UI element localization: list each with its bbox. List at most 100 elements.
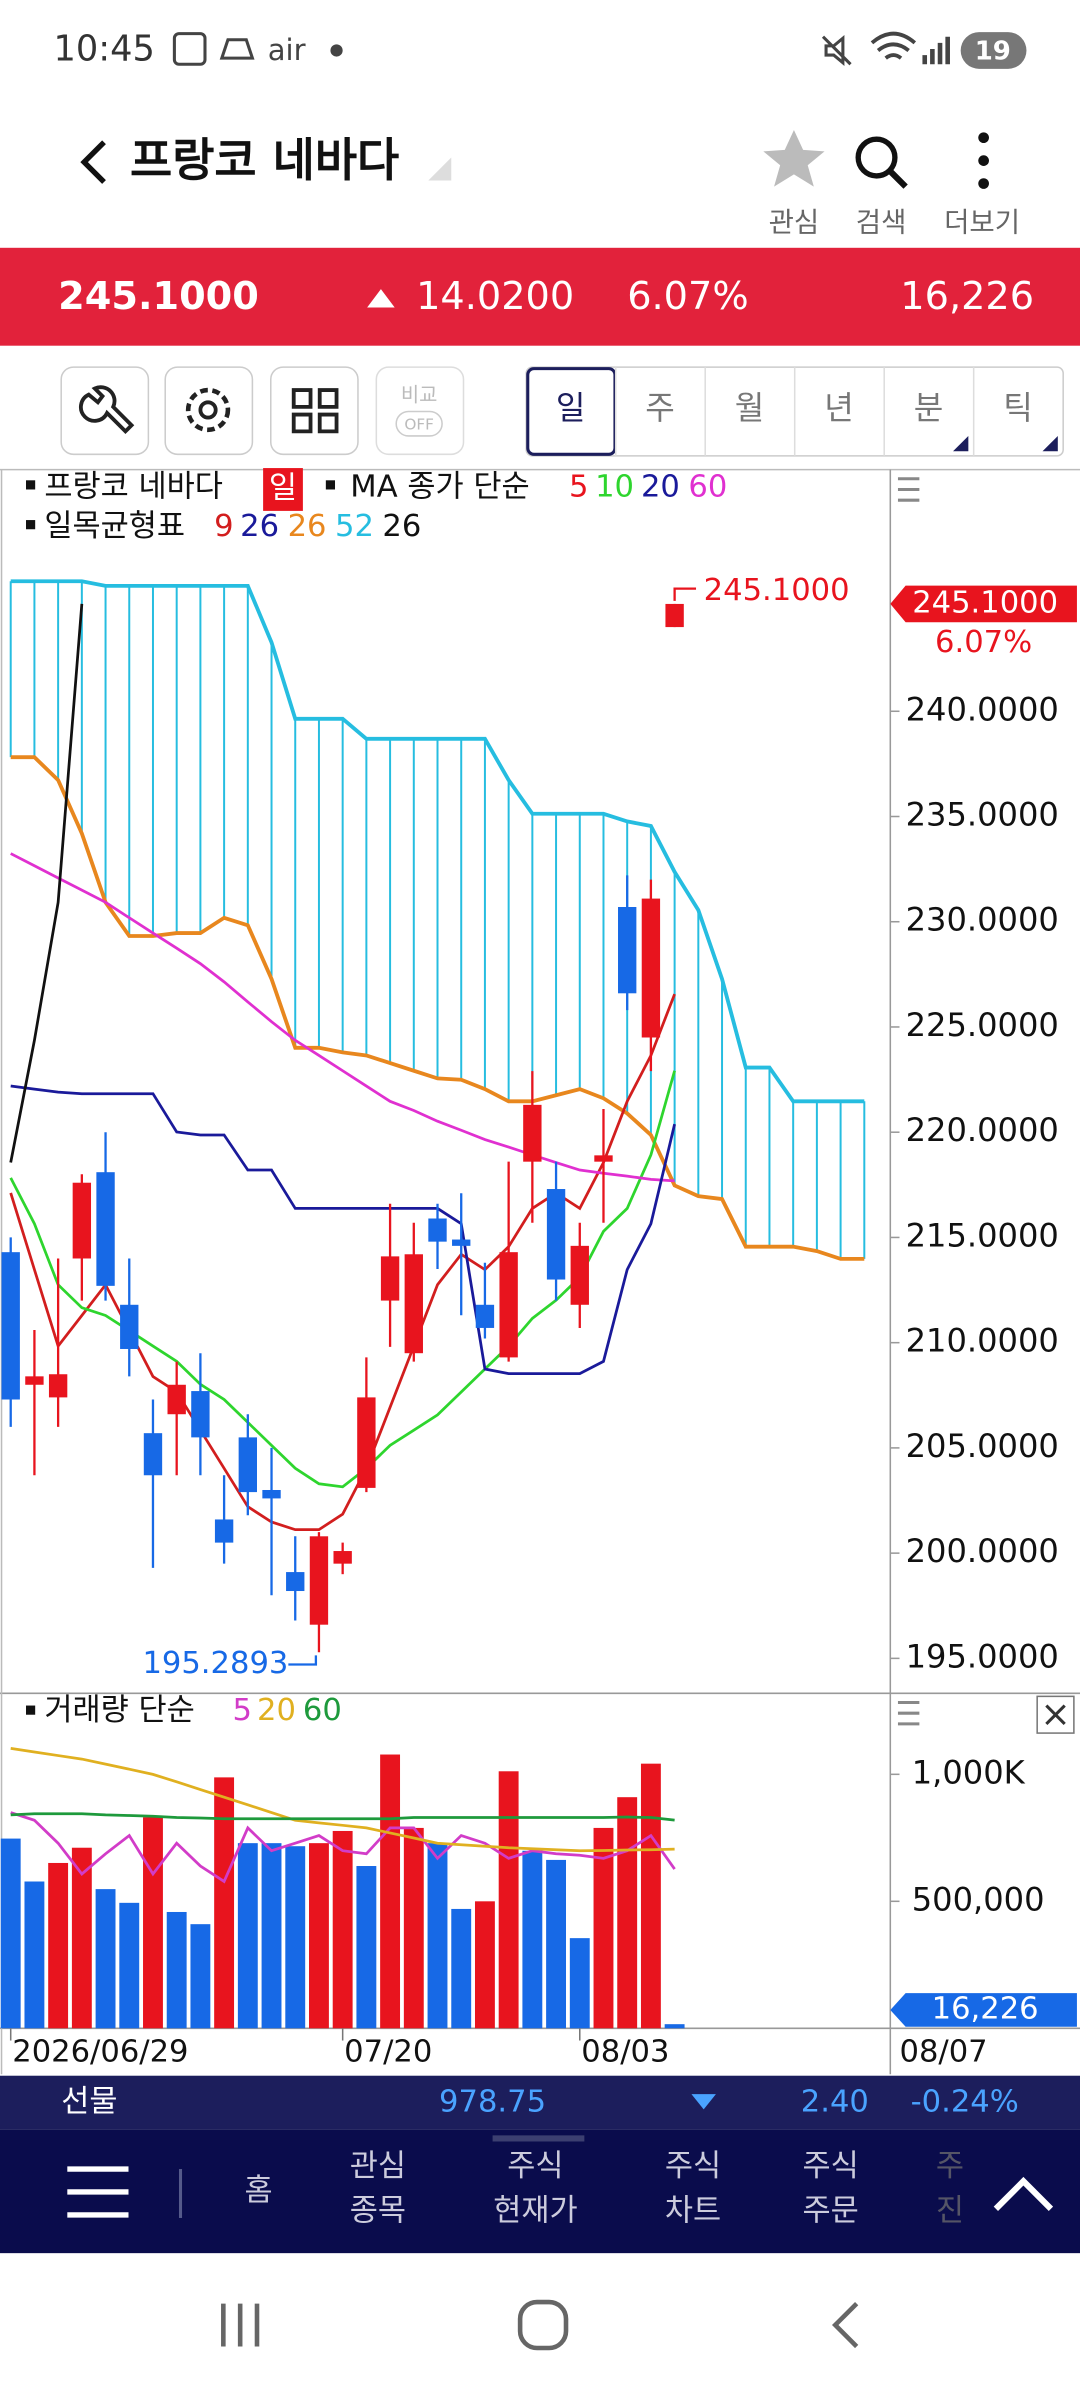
futures-label: 선물 xyxy=(61,2085,117,2120)
nav-item[interactable]: 주문 xyxy=(803,2193,859,2228)
candle-body xyxy=(96,1172,115,1286)
more-icon[interactable] xyxy=(978,155,989,166)
nav-item[interactable]: 차트 xyxy=(665,2193,721,2228)
volume-bar xyxy=(569,1938,590,2029)
volume-bar xyxy=(546,1859,567,2029)
settings-button[interactable] xyxy=(164,366,254,456)
chart-menu[interactable] xyxy=(897,477,920,502)
y-tick-label: 215.0000 xyxy=(906,1216,1059,1254)
y-tick-label: 205.0000 xyxy=(906,1427,1059,1465)
volume-bar xyxy=(71,1847,92,2029)
more-icon[interactable] xyxy=(978,132,989,144)
period-tab[interactable]: 주 xyxy=(645,389,675,427)
nav-item[interactable]: 현재가 xyxy=(493,2193,577,2228)
wrench-icon[interactable] xyxy=(79,385,135,435)
volume-bar xyxy=(237,1843,258,2029)
nav-item[interactable]: 종목 xyxy=(350,2193,406,2228)
volume-bar xyxy=(24,1881,45,2029)
legend-ma-period: 5 xyxy=(569,469,588,504)
legend-bullet xyxy=(26,1705,36,1715)
star-icon[interactable] xyxy=(763,130,825,187)
back-button[interactable] xyxy=(80,140,106,184)
y-tick-label: 500,000 xyxy=(912,1880,1045,1918)
candle-body xyxy=(191,1391,210,1438)
volume-bar xyxy=(261,1843,282,2029)
y-tick-label: 220.0000 xyxy=(906,1111,1059,1149)
nav-item[interactable]: 관심 xyxy=(350,2149,406,2184)
sys-recent[interactable] xyxy=(221,2303,260,2347)
period-tab[interactable]: 일 xyxy=(556,389,586,427)
compare-state[interactable]: OFF xyxy=(404,416,434,434)
compare-toggle[interactable] xyxy=(395,410,443,437)
quote-change: 14.0200 xyxy=(416,275,574,319)
nav-home[interactable]: 홈 xyxy=(244,2173,272,2208)
action-label[interactable]: 더보기 xyxy=(944,206,1020,238)
nav-item[interactable]: 주식 xyxy=(507,2149,563,2184)
legend-ma-period: 20 xyxy=(641,469,680,504)
nav-item[interactable]: 주 xyxy=(936,2149,964,2184)
legend-volume-period: 20 xyxy=(257,1693,296,1728)
volume-bar xyxy=(214,1777,235,2029)
volume-bar xyxy=(95,1889,116,2029)
search-icon[interactable] xyxy=(888,169,908,189)
header-title[interactable]: 프랑코 네바다 xyxy=(130,133,399,187)
compare-label[interactable]: 비교 xyxy=(401,384,438,407)
search-icon[interactable] xyxy=(855,136,898,179)
y-tick-label: 230.0000 xyxy=(906,901,1059,939)
nav-expand[interactable] xyxy=(993,2176,1054,2211)
volume-ma-line xyxy=(10,1811,676,1884)
menu-button[interactable] xyxy=(67,2166,129,2218)
x-tick-label: 08/03 xyxy=(581,2034,669,2069)
last-price-label: 245.1000 xyxy=(912,585,1058,620)
legend-period-box xyxy=(263,468,303,511)
legend-volume-period: 5 xyxy=(233,1693,252,1728)
gear-icon[interactable] xyxy=(198,400,218,420)
nav-item[interactable]: 진 xyxy=(936,2193,964,2228)
candle-body xyxy=(238,1437,257,1493)
legend-ichimoku-period: 9 xyxy=(214,509,233,544)
x-tick-label: 07/20 xyxy=(344,2034,432,2069)
volume-close[interactable] xyxy=(1036,1695,1075,1734)
current-date: 08/07 xyxy=(899,2034,987,2069)
nav-item[interactable]: 주식 xyxy=(803,2149,859,2184)
candle-body xyxy=(452,1239,471,1246)
nav-item[interactable]: 주식 xyxy=(665,2149,721,2184)
indicator-line xyxy=(10,852,675,1183)
tool-button[interactable] xyxy=(60,366,150,456)
cloud-line xyxy=(10,755,865,1261)
status-time: 10:45 xyxy=(54,28,155,69)
layout-button[interactable] xyxy=(269,366,359,456)
candle-body xyxy=(499,1252,518,1358)
y-tick-label: 1,000K xyxy=(912,1753,1026,1791)
more-icon[interactable] xyxy=(978,178,989,189)
high-arrow xyxy=(673,587,697,601)
quote-volume: 16,226 xyxy=(900,275,1034,319)
sys-back[interactable] xyxy=(831,2302,859,2349)
candle-body xyxy=(523,1104,542,1162)
legend-ichimoku-period: 52 xyxy=(335,509,374,544)
futures-bar xyxy=(0,2075,1080,2130)
period-tab[interactable]: 틱 xyxy=(1003,389,1033,427)
candle-body xyxy=(357,1397,376,1488)
grid-icon[interactable] xyxy=(291,388,339,434)
gear-icon[interactable] xyxy=(185,387,231,433)
sys-home[interactable] xyxy=(517,2299,569,2351)
futures-change-pct: -0.24% xyxy=(911,2085,1019,2120)
legend-ma-period: 10 xyxy=(595,469,634,504)
signal-icon xyxy=(922,36,950,65)
period-tab[interactable]: 분 xyxy=(914,389,944,427)
period-tab[interactable]: 월 xyxy=(735,389,765,427)
action-label[interactable]: 검색 xyxy=(856,206,907,238)
volume-close[interactable] xyxy=(1045,1704,1066,1725)
action-label[interactable]: 관심 xyxy=(769,206,820,238)
title-dropdown[interactable] xyxy=(428,157,452,181)
wifi-icon xyxy=(870,31,917,60)
volume-bar xyxy=(403,1827,424,2029)
legend-ichimoku-period: 26 xyxy=(240,509,279,544)
volume-bar xyxy=(309,1843,329,2029)
legend-name: 프랑코 네바다 xyxy=(44,469,223,504)
volume-menu[interactable] xyxy=(897,1700,920,1726)
volume-bar xyxy=(143,1817,163,2029)
period-tab[interactable]: 년 xyxy=(824,389,854,427)
